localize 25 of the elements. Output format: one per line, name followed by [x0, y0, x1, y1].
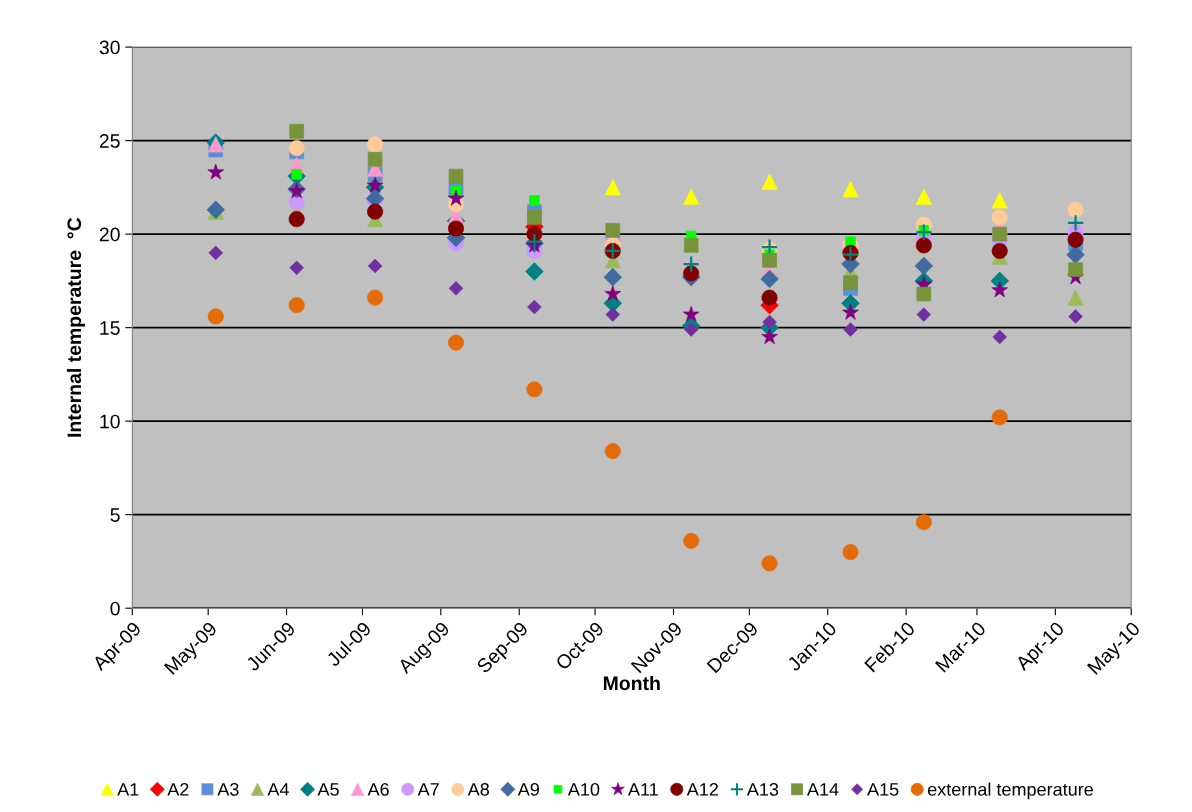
legend-label: A11	[627, 783, 658, 796]
legend-label: A14	[806, 783, 839, 796]
y-tick-label: 30	[99, 40, 120, 55]
legend-label: A13	[746, 783, 779, 796]
y-tick-label: 25	[99, 134, 120, 148]
x-axis-title: Month	[603, 675, 660, 691]
legend-label: A2	[167, 783, 189, 796]
y-tick-label: 20	[99, 227, 120, 242]
legend-label: A4	[267, 783, 289, 796]
y-tick-label: 10	[100, 414, 120, 429]
y-tick-label: 5	[110, 508, 120, 522]
legend-label: A12	[686, 783, 718, 796]
legend-label: A7	[417, 783, 439, 796]
legend-label: A8	[467, 783, 489, 796]
y-axis-title: Internal temperature °C	[66, 217, 85, 437]
legend-label: A15	[867, 783, 899, 796]
legend-label: A1	[117, 783, 139, 796]
legend-label: A10	[567, 783, 600, 796]
legend-label: A3	[217, 783, 239, 796]
legend-label: A6	[367, 783, 389, 796]
y-tick-label: 0	[110, 601, 120, 616]
legend-label: A5	[317, 783, 339, 796]
y-tick-label: 15	[100, 321, 120, 335]
legend-label: A9	[517, 783, 539, 796]
legend-label: external temperature	[927, 782, 1093, 800]
